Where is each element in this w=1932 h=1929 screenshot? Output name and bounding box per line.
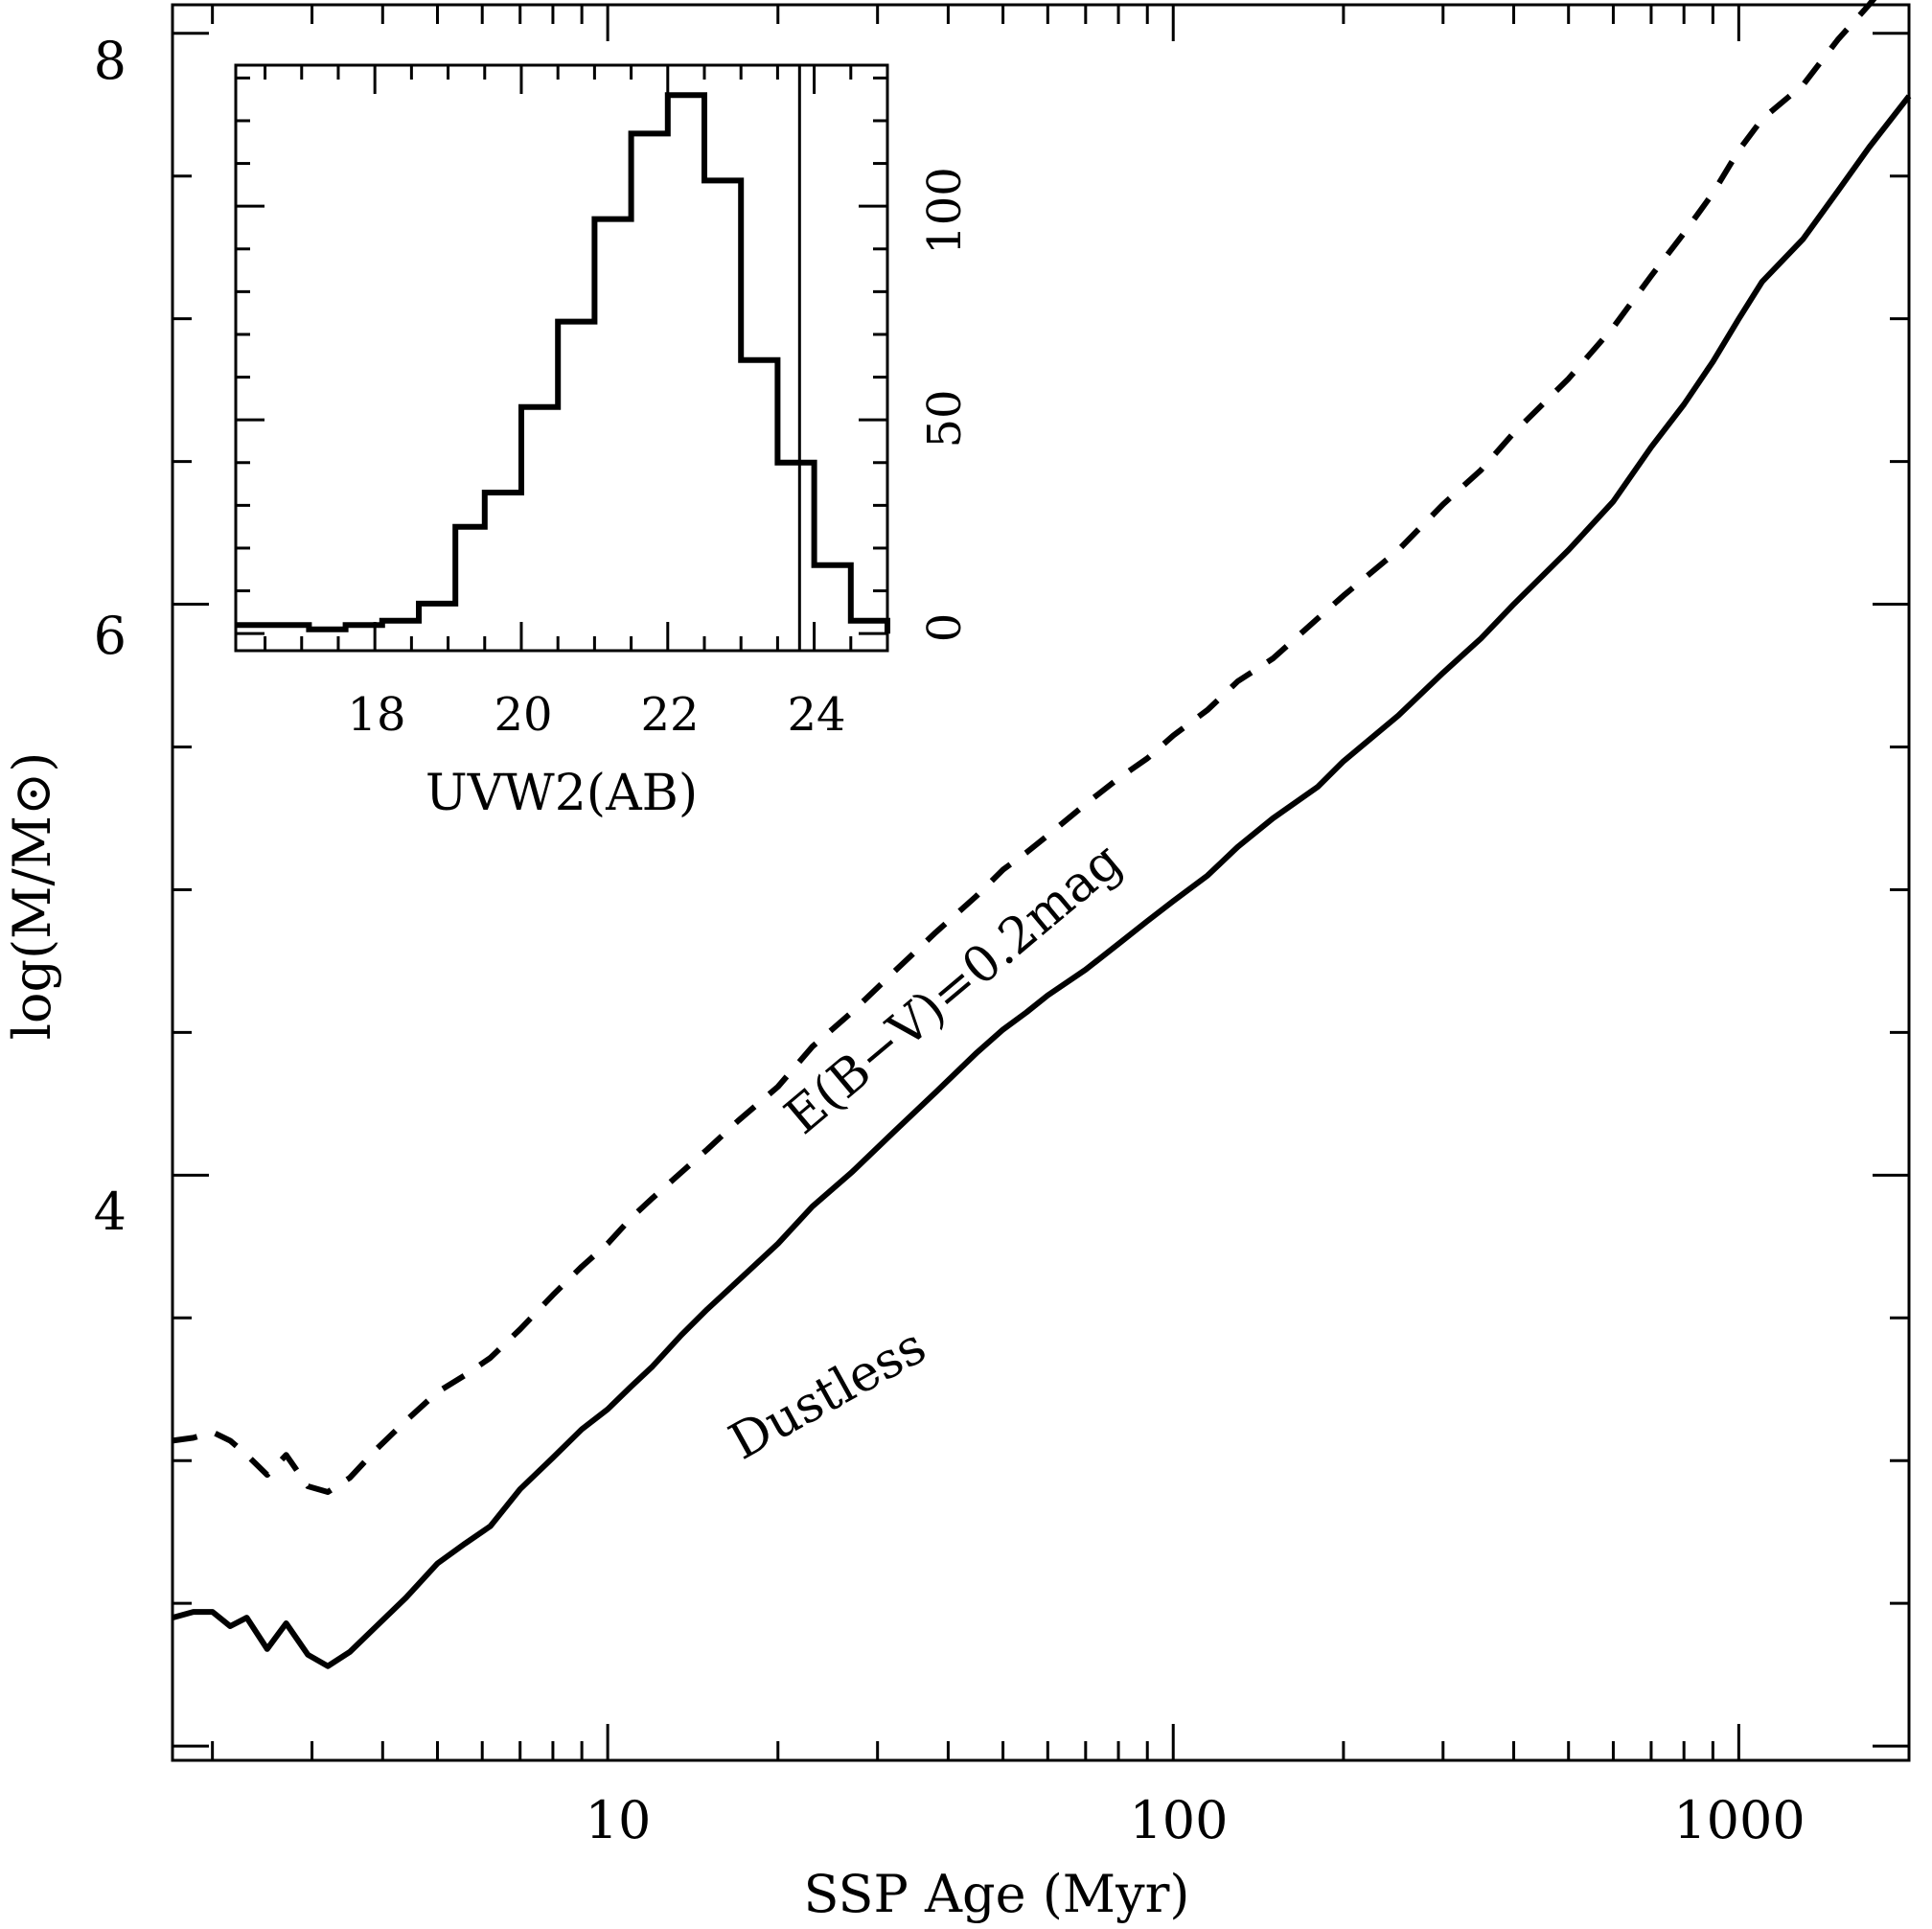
main-ticks xyxy=(172,5,1911,1760)
inset-plot-frame xyxy=(234,63,889,653)
dust-series-line xyxy=(172,0,1877,1495)
y-tick-label: 6 xyxy=(94,606,126,666)
inset-y-tick-label: 0 xyxy=(918,613,972,643)
x-tick-label: 1000 xyxy=(1673,1790,1805,1850)
inset-series xyxy=(236,65,890,651)
inset-x-tick-label: 18 xyxy=(347,688,405,742)
x-tick-label: 10 xyxy=(586,1790,652,1850)
inset-plot: 18 20 22 24 0 50 100 UVW2(AB) xyxy=(234,63,972,822)
dustless-label: Dustless xyxy=(720,1318,935,1472)
inset-x-axis-title: UVW2(AB) xyxy=(426,765,698,822)
y-tick-label: 4 xyxy=(94,1182,126,1242)
histogram-bars xyxy=(236,92,890,634)
inset-ticks xyxy=(236,65,889,651)
main-plot-frame xyxy=(171,3,1911,1762)
main-series xyxy=(172,0,1912,1669)
inset-x-tick-label: 22 xyxy=(640,688,699,742)
inset-x-tick-label: 20 xyxy=(494,688,552,742)
dust-series-label: E(B−V)=0.2mag xyxy=(774,832,1133,1145)
dustless-series-line xyxy=(172,94,1912,1669)
x-axis-title: SSP Age (Myr) xyxy=(804,1864,1190,1924)
inset-y-tick-label: 100 xyxy=(918,167,972,255)
inset-y-tick-label: 50 xyxy=(918,389,972,448)
x-tick-label: 100 xyxy=(1129,1790,1228,1850)
y-axis-title: log(M/M⊙) xyxy=(2,752,62,1041)
y-tick-label: 8 xyxy=(94,31,126,91)
inset-x-tick-label: 24 xyxy=(787,688,845,742)
